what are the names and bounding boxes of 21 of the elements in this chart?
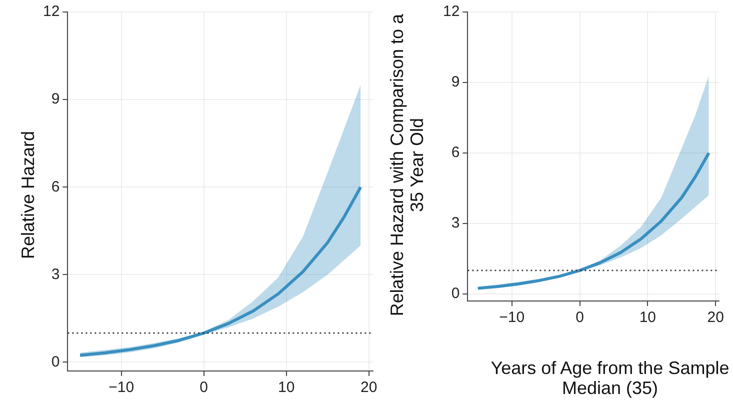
y-tick-label: 6 bbox=[451, 144, 460, 162]
x-tick-label: 20 bbox=[360, 379, 378, 396]
y-axis-title: Relative Hazard bbox=[18, 130, 38, 260]
y-tick-label: 6 bbox=[51, 178, 60, 196]
x-tick-label: 10 bbox=[278, 379, 295, 396]
x-tick-label: 10 bbox=[639, 309, 656, 326]
x-axis-title: Years of Age from the Sample Median (35) bbox=[490, 358, 730, 398]
y-axis-title: Relative Hazard with Comparison to a 35 Year Old bbox=[386, 12, 428, 318]
y-tick-label: 0 bbox=[51, 353, 60, 370]
y-tick-label: 3 bbox=[451, 214, 460, 232]
y-tick-label: 3 bbox=[51, 266, 60, 283]
x-tick-label: 0 bbox=[576, 309, 584, 326]
y-tick-label: 9 bbox=[51, 90, 60, 108]
y-tick-label: 12 bbox=[442, 3, 460, 20]
y-tick-label: 9 bbox=[451, 74, 460, 91]
x-tick-label: −10 bbox=[499, 309, 525, 326]
x-tick-label: 20 bbox=[707, 309, 724, 326]
x-tick-label: 0 bbox=[200, 379, 208, 396]
x-tick-label: −10 bbox=[108, 379, 134, 396]
y-tick-label: 0 bbox=[451, 285, 460, 302]
y-tick-label: 12 bbox=[42, 3, 60, 20]
